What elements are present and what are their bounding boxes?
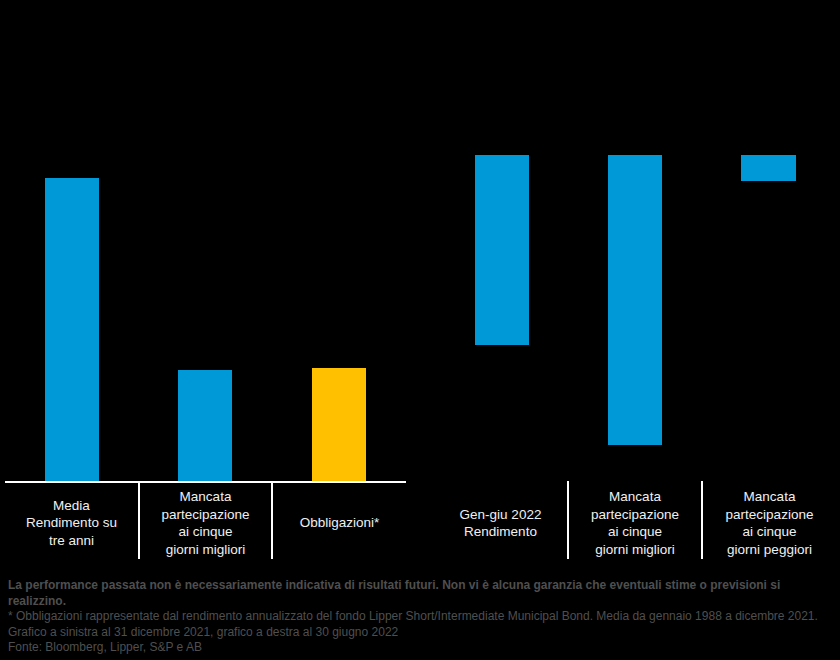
footnotes-block: La performance passata non è necessariam…: [8, 578, 836, 656]
bar-mancata-5-giorni-peggiori: [741, 155, 796, 181]
label-obbligazioni: Obbligazioni*: [273, 486, 406, 560]
chart-canvas: Media Rendimento su tre anni Mancata par…: [0, 0, 840, 660]
left-panel-baseline: [5, 481, 406, 483]
label-mancata-5-giorni-peggiori: Mancata partecipazione ai cinque giorni …: [703, 486, 836, 560]
label-mancata-5-giorni-migliori-sinistra: Mancata partecipazione ai cinque giorni …: [140, 486, 271, 560]
footnote-source: Fonte: Bloomberg, Lipper, S&P e AB: [8, 640, 836, 656]
footnote-performance-disclaimer: La performance passata non è necessariam…: [8, 578, 836, 609]
bar-media-rendimento-tre-anni: [45, 178, 99, 481]
label-gen-giu-2022-rendimento: Gen-giu 2022 Rendimento: [434, 486, 567, 560]
label-media-rendimento-tre-anni: Media Rendimento su tre anni: [5, 486, 138, 560]
bar-mancata-5-giorni-migliori-sinistra: [178, 370, 232, 481]
footnote-date-ranges: Grafico a sinistra al 31 dicembre 2021, …: [8, 625, 836, 641]
footnote-obbligazioni-definition: * Obbligazioni rappresentate dal rendime…: [8, 609, 836, 625]
bar-obbligazioni: [312, 368, 366, 481]
label-mancata-5-giorni-migliori-destra: Mancata partecipazione ai cinque giorni …: [569, 486, 701, 560]
bar-mancata-5-giorni-migliori-destra: [608, 155, 662, 445]
bar-gen-giu-2022-rendimento: [475, 155, 529, 345]
